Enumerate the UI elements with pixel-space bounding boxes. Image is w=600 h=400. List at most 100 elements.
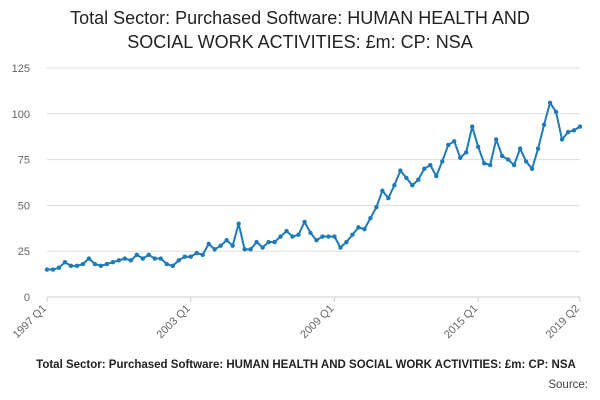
data-point[interactable]: [86, 256, 92, 261]
y-tick-label: 25: [18, 246, 30, 258]
data-point[interactable]: [386, 195, 391, 201]
data-point[interactable]: [146, 252, 152, 258]
data-point[interactable]: [170, 263, 175, 269]
chart-title: Total Sector: Purchased Software: HUMAN …: [0, 6, 600, 54]
data-point[interactable]: [68, 263, 74, 269]
chart-title-line-2: SOCIAL WORK ACTIVITIES: £m: CP: NSA: [127, 32, 473, 52]
data-point[interactable]: [164, 261, 169, 267]
data-point[interactable]: [362, 227, 367, 232]
data-point[interactable]: [446, 142, 451, 148]
data-point[interactable]: [475, 144, 481, 149]
data-point[interactable]: [182, 254, 187, 259]
data-point[interactable]: [134, 252, 140, 258]
data-point[interactable]: [116, 258, 122, 263]
data-point[interactable]: [440, 159, 445, 164]
data-point[interactable]: [380, 188, 385, 193]
data-point[interactable]: [122, 256, 128, 261]
x-axis: 1997 Q1 2003 Q1 2009 Q1 2015 Q1 2019 Q2: [11, 296, 582, 341]
data-point[interactable]: [374, 205, 379, 210]
y-tick-label: 75: [18, 155, 30, 167]
data-point[interactable]: [260, 245, 265, 250]
data-point[interactable]: [50, 267, 56, 272]
data-point[interactable]: [56, 265, 62, 270]
data-point[interactable]: [553, 109, 559, 115]
footer-title: Total Sector: Purchased Software: HUMAN …: [36, 359, 576, 371]
data-point[interactable]: [254, 239, 259, 245]
data-point[interactable]: [505, 157, 511, 162]
data-point[interactable]: [559, 137, 565, 142]
data-point[interactable]: [212, 247, 217, 252]
data-point[interactable]: [266, 239, 271, 245]
data-point[interactable]: [517, 146, 523, 151]
data-point[interactable]: [511, 162, 517, 168]
data-point[interactable]: [577, 124, 583, 129]
x-tick-label: 2009 Q1: [298, 303, 336, 341]
data-point[interactable]: [434, 173, 439, 179]
data-point[interactable]: [314, 238, 319, 243]
data-point[interactable]: [206, 241, 211, 247]
data-point[interactable]: [308, 230, 313, 236]
data-point[interactable]: [487, 162, 493, 168]
data-point[interactable]: [571, 128, 577, 133]
data-point[interactable]: [74, 263, 80, 269]
data-point[interactable]: [392, 183, 397, 188]
data-point[interactable]: [458, 155, 463, 160]
data-point[interactable]: [464, 150, 469, 155]
data-point[interactable]: [535, 146, 541, 151]
data-point[interactable]: [80, 261, 86, 267]
x-tick-label: 2019 Q2: [544, 303, 582, 341]
data-point[interactable]: [158, 256, 163, 261]
data-point[interactable]: [248, 247, 253, 252]
data-point[interactable]: [92, 261, 98, 267]
data-point[interactable]: [541, 122, 547, 127]
data-point[interactable]: [356, 225, 361, 230]
data-point[interactable]: [470, 124, 475, 129]
data-point[interactable]: [194, 250, 199, 256]
data-point[interactable]: [529, 166, 535, 171]
data-point[interactable]: [302, 219, 307, 225]
data-point[interactable]: [547, 100, 553, 106]
data-point[interactable]: [152, 256, 157, 261]
data-point[interactable]: [218, 243, 223, 248]
data-point[interactable]: [523, 159, 529, 164]
data-point[interactable]: [493, 137, 499, 142]
data-point[interactable]: [272, 239, 277, 245]
data-point[interactable]: [242, 247, 247, 252]
data-point[interactable]: [62, 259, 68, 265]
data-point[interactable]: [428, 162, 433, 168]
data-point[interactable]: [236, 221, 241, 226]
data-point[interactable]: [338, 245, 343, 250]
data-point[interactable]: [350, 232, 355, 237]
data-point[interactable]: [332, 234, 337, 239]
data-point[interactable]: [481, 161, 487, 166]
data-point[interactable]: [499, 153, 505, 159]
data-point[interactable]: [110, 259, 116, 265]
data-point[interactable]: [290, 234, 295, 239]
data-point[interactable]: [452, 139, 457, 144]
data-point[interactable]: [200, 252, 205, 258]
data-point[interactable]: [296, 232, 301, 237]
data-point[interactable]: [416, 177, 421, 182]
data-point[interactable]: [368, 216, 373, 221]
data-point[interactable]: [422, 166, 427, 171]
data-point[interactable]: [344, 239, 349, 245]
data-point[interactable]: [128, 258, 134, 263]
data-point[interactable]: [104, 261, 110, 267]
data-point[interactable]: [278, 234, 283, 239]
data-point[interactable]: [44, 267, 50, 272]
data-point[interactable]: [98, 263, 104, 269]
data-point[interactable]: [404, 175, 409, 181]
data-point[interactable]: [284, 228, 289, 234]
data-point[interactable]: [326, 234, 331, 239]
data-point[interactable]: [176, 258, 181, 263]
data-point[interactable]: [320, 234, 325, 239]
data-point[interactable]: [398, 168, 403, 173]
data-point[interactable]: [565, 129, 571, 135]
data-point[interactable]: [230, 243, 235, 248]
data-point[interactable]: [140, 256, 146, 261]
series-group: [44, 100, 583, 272]
x-tick-label: 2003 Q1: [155, 303, 193, 341]
data-point[interactable]: [410, 183, 415, 188]
data-point[interactable]: [188, 254, 193, 259]
data-point[interactable]: [224, 238, 229, 243]
